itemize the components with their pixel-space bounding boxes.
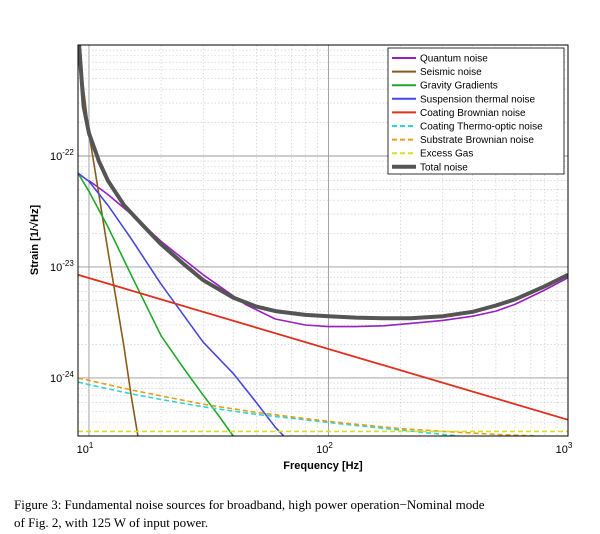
series-line-substrate-brownian-noise — [78, 377, 539, 436]
y-tick-exponent: -24 — [62, 370, 74, 379]
y-tick-label: 10-24 — [50, 370, 74, 385]
y-tick-base: 10 — [50, 151, 62, 163]
legend-entry-label: Gravity Gradients — [420, 81, 498, 92]
x-tick-exponent: 1 — [89, 441, 94, 450]
x-tick-exponent: 3 — [568, 441, 573, 450]
series-line-coating-brownian-noise — [78, 273, 568, 421]
plot-frame — [77, 44, 569, 437]
legend-entry-label: Substrate Brownian noise — [420, 135, 534, 146]
x-tick-label: 102 — [316, 441, 333, 456]
legend-box — [387, 47, 565, 175]
series-line-gravity-gradients — [78, 172, 234, 436]
legend-entry-label: Excess Gas — [420, 149, 473, 160]
y-tick-exponent: -23 — [62, 259, 74, 268]
x-axis-label: Frequency [Hz] — [283, 460, 363, 472]
series-layer — [78, 45, 568, 436]
legend-entry-label: Quantum noise — [420, 54, 488, 65]
legend-entry-label: Coating Brownian noise — [420, 108, 526, 119]
y-axis-label: Strain [1/√Hz] — [29, 205, 41, 276]
caption-line-1: Figure 3: Fundamental noise sources for … — [14, 497, 485, 512]
legend-entry-label: Seismic noise — [420, 67, 482, 78]
x-tick-base: 10 — [77, 444, 89, 456]
x-tick-label: 101 — [77, 441, 94, 456]
series-line-suspension-thermal-noise — [78, 172, 285, 436]
y-tick-label: 10-22 — [50, 148, 74, 163]
legend-entry-label: Coating Thermo-optic noise — [420, 122, 543, 133]
x-tick-exponent: 2 — [328, 441, 333, 450]
y-tick-exponent: -22 — [62, 148, 74, 157]
x-tick-base: 10 — [316, 444, 328, 456]
legend-entry-label: Suspension thermal noise — [420, 94, 536, 105]
x-tick-base: 10 — [556, 444, 568, 456]
legend-entry-label: Total noise — [420, 162, 468, 173]
figure-caption: Figure 3: Fundamental noise sources for … — [14, 496, 586, 532]
caption-line-2: of Fig. 2, with 125 W of input power. — [14, 515, 209, 530]
y-tick-label: 10-23 — [50, 259, 74, 274]
x-tick-label: 103 — [556, 441, 573, 456]
series-line-total-noise — [78, 45, 568, 321]
legend: Quantum noise Seismic noise Gravity Gradie… — [387, 47, 565, 175]
y-tick-base: 10 — [50, 262, 62, 274]
y-tick-base: 10 — [50, 373, 62, 385]
